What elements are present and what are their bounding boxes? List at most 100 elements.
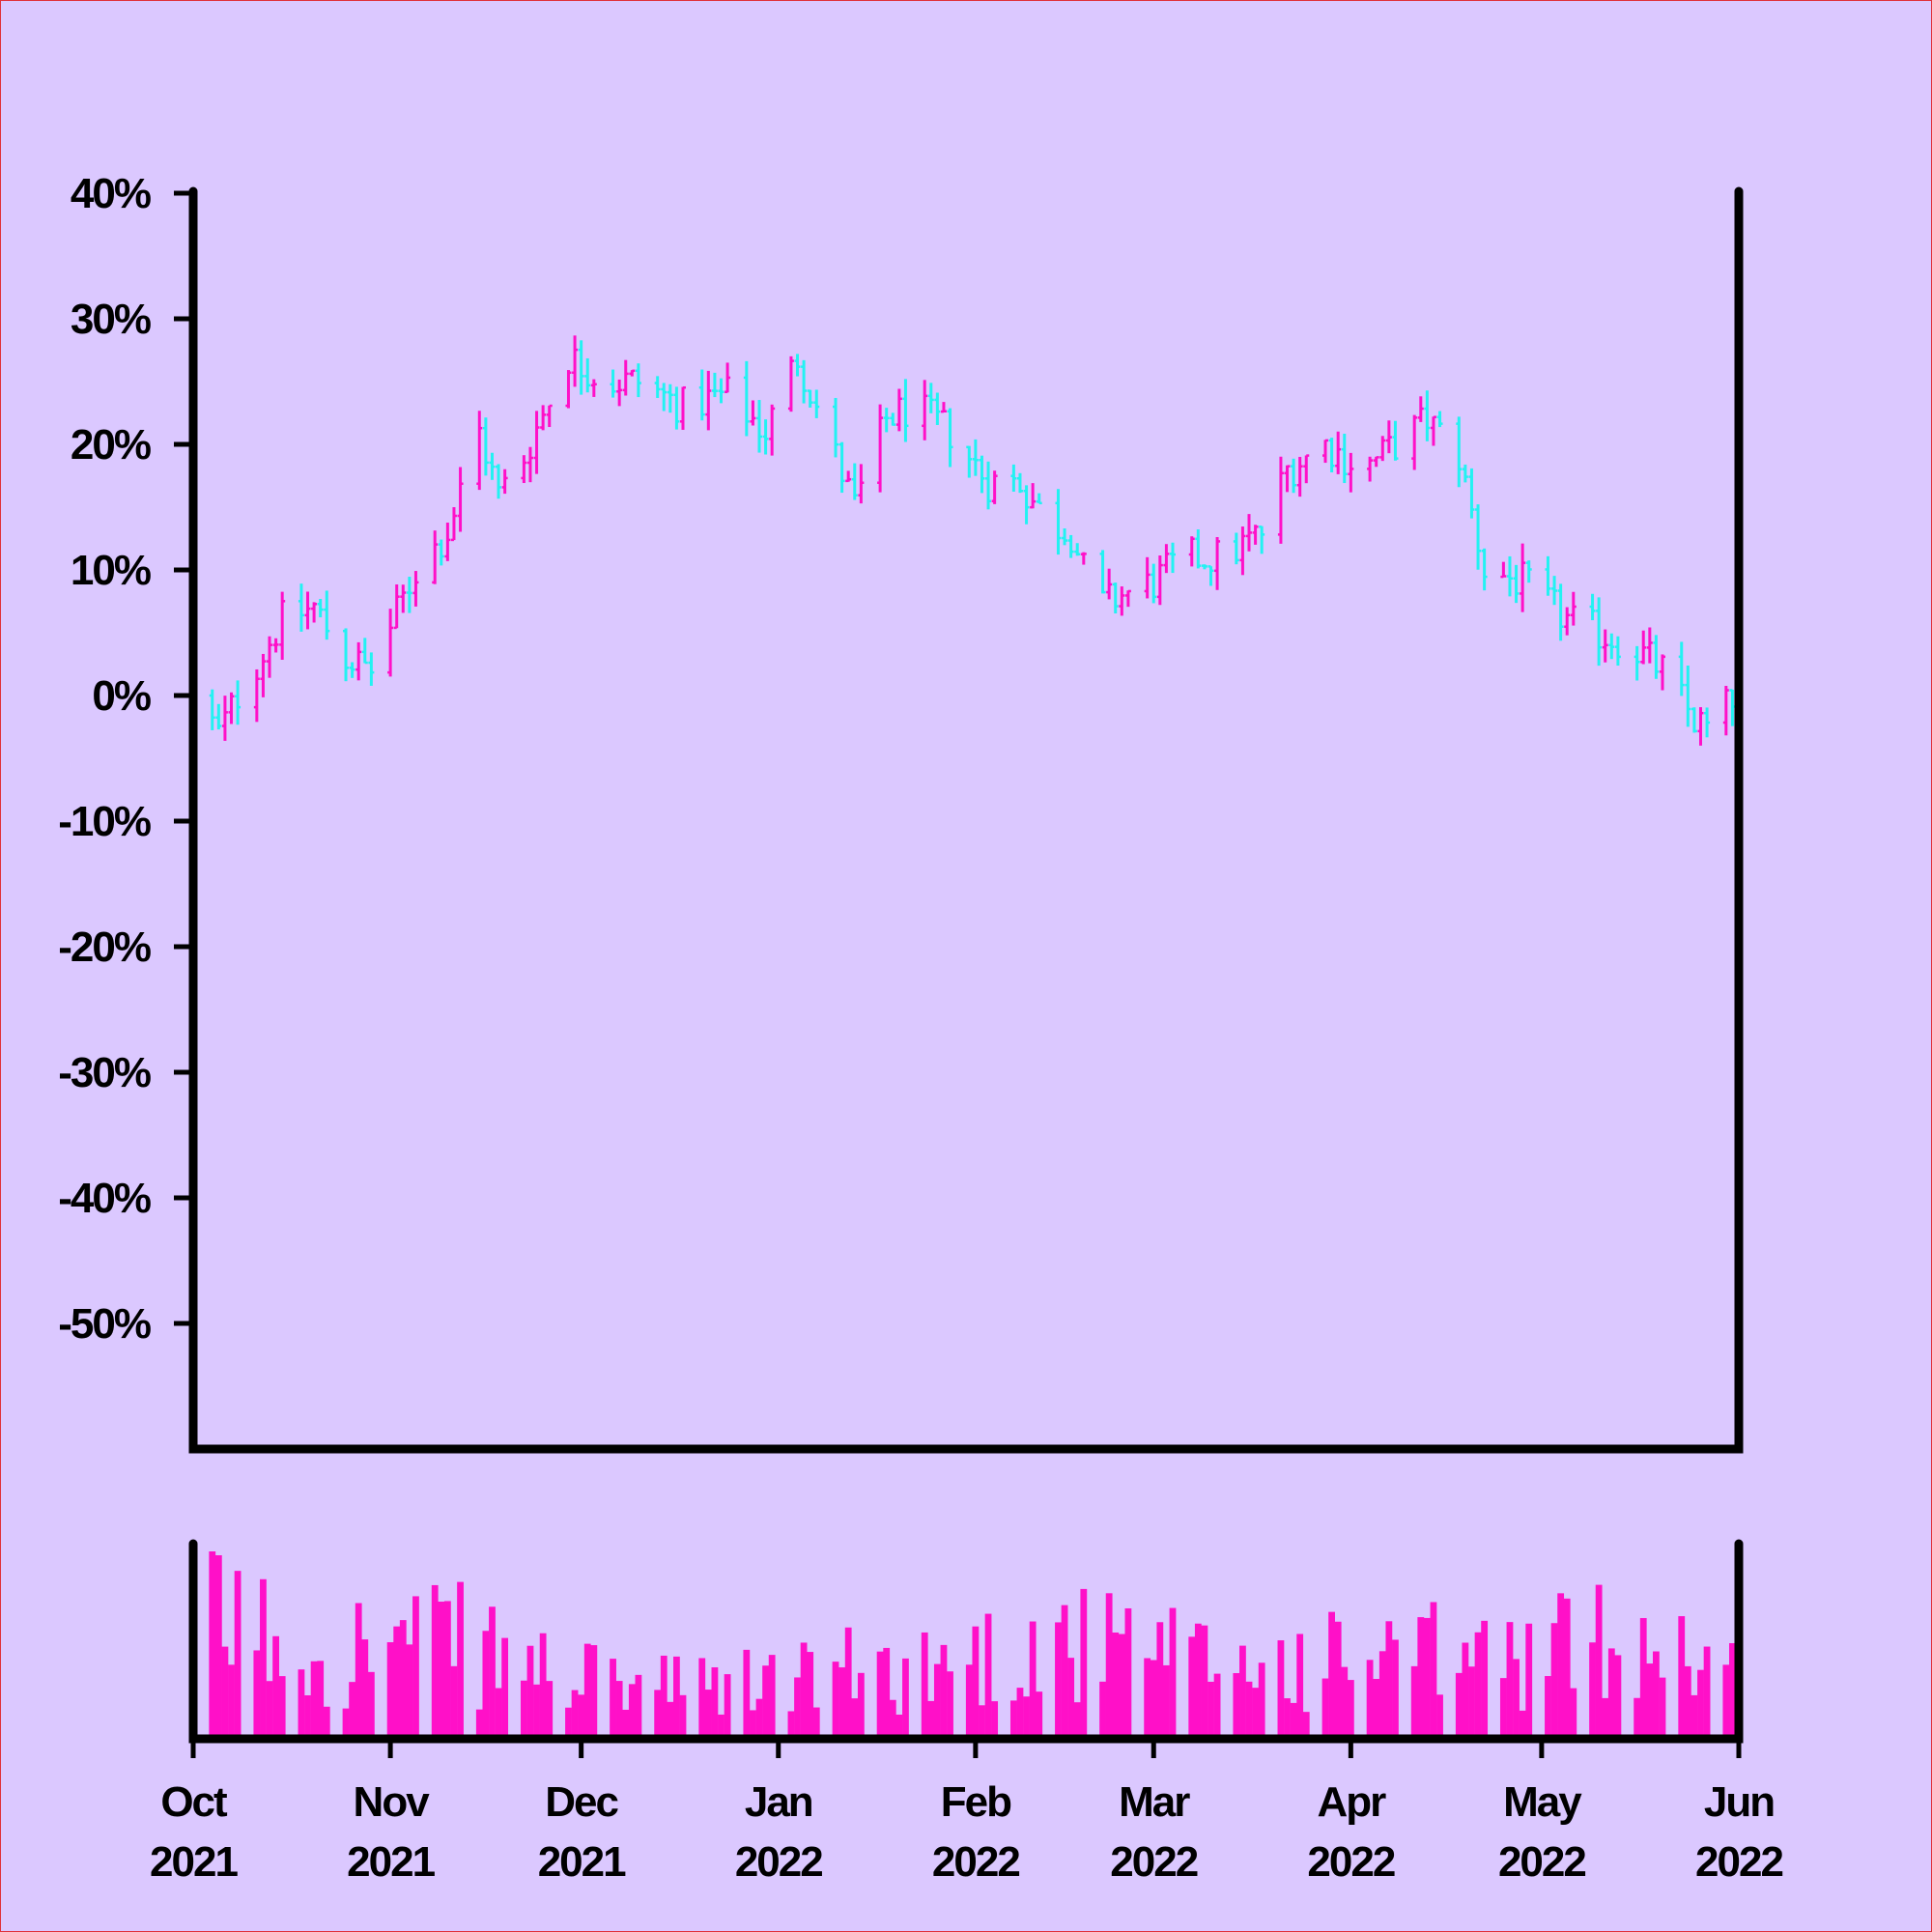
y-tick-label: -40% [58, 1175, 151, 1222]
ohlc-bar [838, 441, 845, 494]
volume-bar [1430, 1602, 1437, 1735]
volume-bar [787, 1711, 795, 1735]
volume-bar [526, 1645, 534, 1735]
volume-bar [1277, 1640, 1285, 1735]
ohlc-bar [1112, 582, 1119, 614]
ohlc-bar [1640, 630, 1647, 665]
volume-bar [1729, 1643, 1736, 1735]
ohlc-bar [298, 583, 304, 632]
x-tick-month: Mar [1119, 1778, 1190, 1826]
x-tick-year: 2021 [150, 1838, 238, 1886]
ohlc-bar [1602, 629, 1608, 663]
volume-bar [1499, 1678, 1507, 1735]
volume-bar [1009, 1700, 1017, 1735]
ohlc-bar [1417, 396, 1424, 422]
volume-bar [1194, 1623, 1202, 1735]
volume-bar [1112, 1632, 1120, 1735]
x-tick-year: 2022 [1110, 1838, 1197, 1886]
volume-bar [1519, 1710, 1526, 1735]
ohlc-bar [526, 446, 533, 483]
volume-bar [1233, 1673, 1240, 1735]
volume-bar [1385, 1621, 1393, 1735]
volume-bar [1163, 1664, 1170, 1735]
ohlc-bar [673, 386, 680, 430]
volume-bar [1213, 1673, 1221, 1735]
ohlc-bar [1156, 555, 1163, 606]
ohlc-bar [1373, 456, 1379, 468]
ohlc-bar [972, 439, 979, 476]
volume-bar [546, 1681, 554, 1735]
volume-bar [851, 1698, 859, 1735]
volume-bar [221, 1646, 229, 1735]
ohlc-bar [1392, 420, 1399, 461]
ohlc-bar [927, 383, 934, 413]
volume-bar [1099, 1681, 1106, 1735]
volume-bars [209, 1551, 1736, 1735]
ohlc-bar [787, 355, 794, 412]
ohlc-bar [1233, 532, 1239, 565]
volume-bar [1321, 1678, 1329, 1735]
ohlc-bar [1462, 464, 1468, 483]
ohlc-bar [311, 602, 318, 623]
volume-bar [1290, 1702, 1297, 1735]
y-tick-label: -30% [58, 1049, 151, 1096]
volume-bar [1302, 1712, 1310, 1735]
volume-bar [406, 1644, 413, 1735]
volume-bar [965, 1664, 973, 1735]
volume-bar [1697, 1669, 1704, 1735]
volume-bar [1525, 1623, 1533, 1735]
ohlc-bar [622, 359, 629, 396]
volume-bar [979, 1705, 985, 1735]
volume-bar [1646, 1663, 1654, 1735]
ohlc-bar [940, 402, 947, 413]
ohlc-bar [616, 379, 623, 407]
x-tick-month: Jun [1704, 1778, 1774, 1826]
volume-bar [1208, 1681, 1214, 1735]
volume-bar [355, 1603, 362, 1735]
ohlc-bar [304, 591, 311, 630]
volume-bar [1513, 1659, 1520, 1735]
volume-bar [214, 1555, 222, 1735]
ohlc-bar [546, 404, 553, 428]
ohlc-bar [1195, 529, 1202, 569]
ohlc-bar [890, 412, 896, 426]
ohlc-bar [845, 470, 852, 483]
ohlc-bar [1303, 454, 1310, 484]
volume-bar [1347, 1680, 1354, 1735]
ohlc-bar [412, 571, 419, 607]
ohlc-bar [355, 641, 362, 681]
x-tick-year: 2022 [735, 1838, 822, 1886]
volume-bar [520, 1680, 527, 1735]
x-tick-month: Jan [745, 1778, 812, 1826]
ohlc-bar [1119, 586, 1125, 616]
ohlc-bar [590, 379, 597, 397]
volume-bar [743, 1649, 751, 1735]
ohlc-bar [769, 404, 776, 456]
volume-bar [1366, 1660, 1374, 1735]
ohlc-bar [267, 636, 273, 678]
volume-bar [1602, 1697, 1609, 1735]
volume-bar [304, 1694, 311, 1735]
volume-bar [1595, 1584, 1603, 1735]
ohlc-bar [1291, 458, 1297, 494]
ohlc-bar [991, 470, 998, 504]
ohlc-bar [1201, 564, 1208, 570]
volume-bar [724, 1674, 731, 1735]
volume-bar [667, 1701, 674, 1735]
ohlc-bar [1246, 514, 1253, 552]
volume-bar [228, 1664, 235, 1735]
ohlc-bar [1596, 597, 1603, 667]
volume-bar [1589, 1642, 1596, 1735]
ohlc-bar [1124, 589, 1131, 608]
volume-bar [991, 1701, 999, 1735]
x-tick-year: 2022 [1695, 1838, 1782, 1886]
ohlc-bar [221, 696, 228, 741]
volume-bar [832, 1662, 839, 1735]
ohlc-bar [1341, 433, 1348, 484]
ohlc-bar [1385, 420, 1392, 454]
volume-bar [1029, 1621, 1037, 1735]
ohlc-bar [1545, 555, 1551, 596]
ohlc-bar [654, 376, 661, 398]
ohlc-bar [705, 370, 712, 431]
x-tick-month: Oct [160, 1778, 228, 1826]
